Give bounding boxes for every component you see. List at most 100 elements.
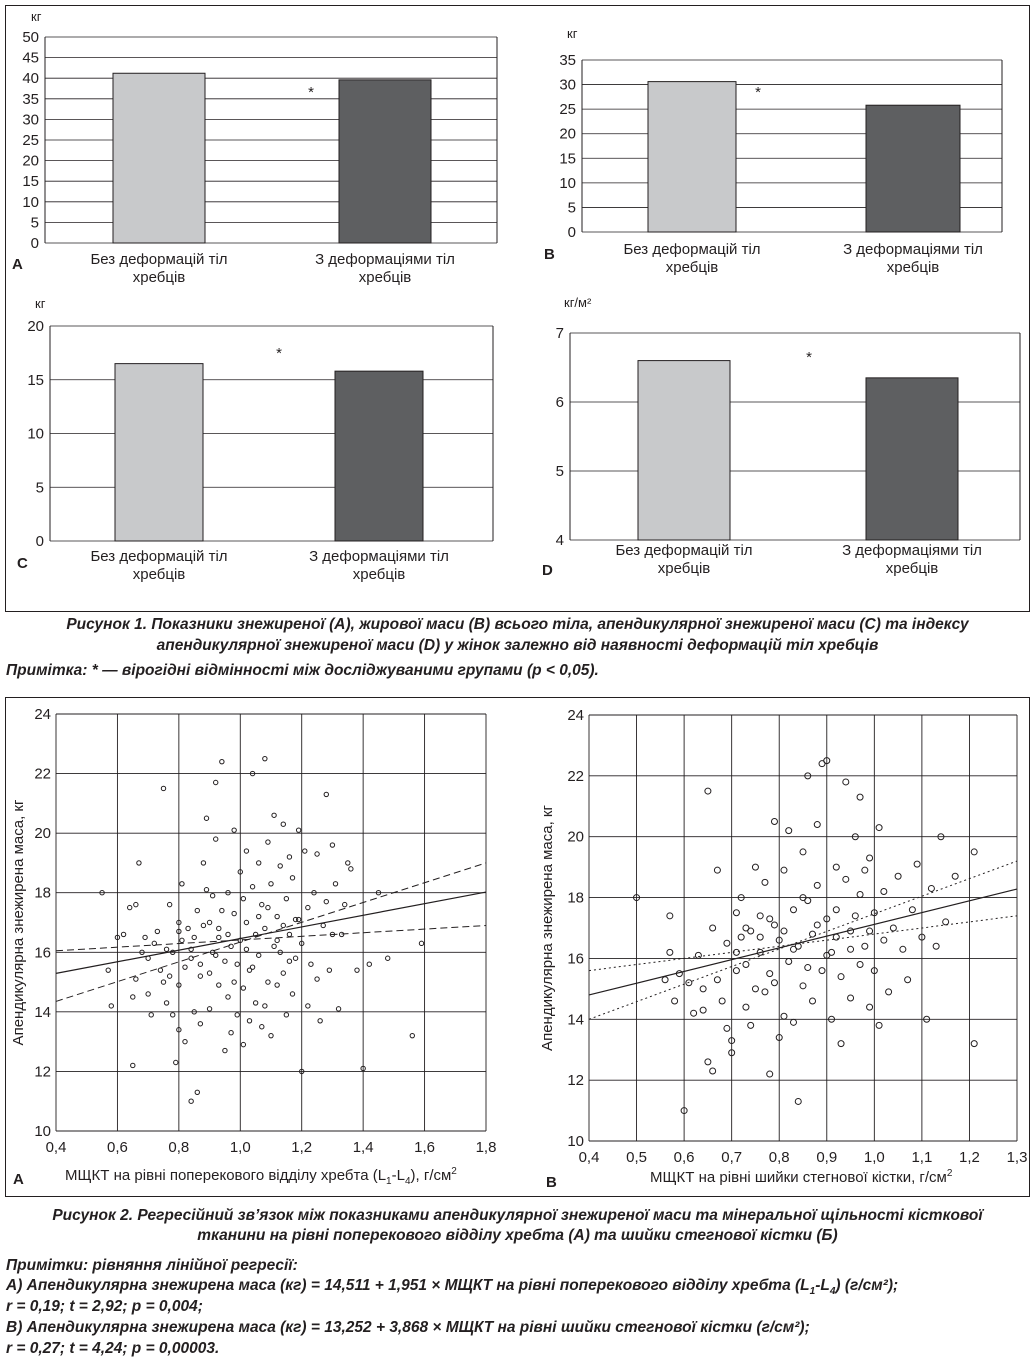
data-point <box>311 890 317 896</box>
data-point <box>99 890 105 896</box>
category-label-line: хребців <box>133 566 186 583</box>
data-point <box>234 961 240 967</box>
data-point <box>105 967 111 973</box>
data-point <box>231 979 237 985</box>
data-point <box>133 901 139 908</box>
data-point <box>785 827 793 835</box>
data-point <box>194 1089 200 1095</box>
data-point <box>766 915 774 923</box>
data-point <box>818 760 826 768</box>
data-point <box>766 1070 774 1078</box>
data-point <box>228 943 234 950</box>
data-point <box>151 940 157 947</box>
data-point <box>173 1059 179 1066</box>
data-point <box>280 970 286 976</box>
figure1-note: Примітка: * — вірогідні відмінності між … <box>6 662 599 679</box>
data-point <box>222 958 228 964</box>
data-point <box>268 881 274 887</box>
data-point <box>206 970 213 976</box>
data-point <box>213 836 219 842</box>
data-point <box>713 866 721 874</box>
data-point <box>747 927 755 935</box>
category-label-line: З деформаціями тіл <box>843 241 983 258</box>
data-point <box>851 912 859 920</box>
data-point <box>899 945 907 953</box>
significance-star: * <box>276 345 282 362</box>
panel-label: А <box>13 1171 24 1188</box>
data-point <box>262 755 268 762</box>
data-point <box>240 895 247 902</box>
figure2-notes-title: Примітки: рівняння лінійної регресії: <box>6 1257 298 1274</box>
data-point <box>699 985 707 993</box>
data-point <box>206 1006 213 1012</box>
data-point <box>813 821 821 829</box>
y-tick-label: 0 <box>36 533 44 550</box>
x-axis-label-part: -L <box>392 1167 405 1184</box>
data-point <box>385 955 391 961</box>
data-point <box>188 946 194 953</box>
data-point <box>804 772 812 780</box>
data-point <box>937 833 945 841</box>
data-point <box>277 949 283 955</box>
y-tick-label: 15 <box>559 150 576 167</box>
data-point <box>951 872 959 880</box>
data-point <box>932 942 940 950</box>
data-point <box>354 967 360 973</box>
data-point <box>188 955 194 961</box>
data-point <box>342 901 348 908</box>
data-point <box>203 815 210 821</box>
significance-star: * <box>308 84 314 101</box>
y-tick-label: 5 <box>31 214 39 231</box>
x-axis-label-part: 4 <box>405 1176 411 1187</box>
data-point <box>289 875 296 881</box>
data-point <box>262 925 268 932</box>
data-point <box>866 927 874 935</box>
y-tick-label: 40 <box>22 70 39 87</box>
data-point <box>661 976 669 984</box>
category-label-line: хребців <box>359 269 412 286</box>
data-point <box>751 985 759 993</box>
data-point <box>127 904 133 911</box>
data-point <box>160 979 167 985</box>
data-point <box>837 1040 845 1048</box>
figure1-frame <box>5 5 1030 612</box>
data-point <box>209 892 216 899</box>
x-axis-label: МЩКТ на рівні шийки стегнової кістки, г/… <box>650 1168 953 1186</box>
data-point <box>299 940 305 947</box>
data-point <box>289 991 296 997</box>
y-tick-label: 50 <box>22 29 39 46</box>
data-point <box>302 848 308 854</box>
data-point <box>870 909 878 917</box>
data-point <box>375 890 382 896</box>
data-point <box>194 907 200 914</box>
data-point <box>832 863 840 871</box>
data-point <box>231 827 237 833</box>
regression-line <box>55 891 487 974</box>
data-point <box>265 979 271 985</box>
data-point <box>317 1018 323 1024</box>
y-tick-label: 22 <box>567 768 584 785</box>
data-point <box>249 884 256 890</box>
data-point <box>240 985 247 991</box>
data-point <box>326 967 333 973</box>
data-point <box>314 976 320 982</box>
data-point <box>262 1003 268 1009</box>
data-point <box>785 957 793 965</box>
data-point <box>780 866 788 874</box>
bar <box>647 81 737 233</box>
data-point <box>732 909 740 917</box>
data-point <box>249 770 256 777</box>
y-tick-label: 20 <box>559 126 576 143</box>
data-point <box>197 1021 204 1027</box>
significance-star: * <box>806 349 812 366</box>
data-point <box>685 979 693 987</box>
category-label: Без деформацій тіл хребців <box>615 542 752 577</box>
y-tick-label: 18 <box>567 890 584 907</box>
y-tick-label: 14 <box>34 1004 51 1021</box>
data-point <box>770 921 778 929</box>
figure1-caption-line1: Рисунок 1. Показники знежиреної (А), жир… <box>66 616 969 633</box>
data-point <box>809 930 817 938</box>
data-point <box>704 787 712 795</box>
data-point <box>789 945 797 953</box>
y-tick-label: 16 <box>34 944 51 961</box>
